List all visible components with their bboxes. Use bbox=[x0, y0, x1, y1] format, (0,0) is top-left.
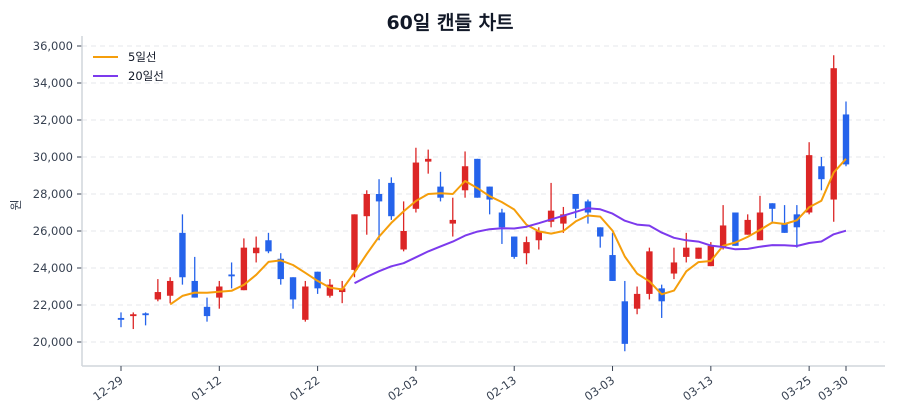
candle-body-down bbox=[609, 255, 616, 281]
candle-body-down bbox=[511, 236, 518, 257]
candle-body-down bbox=[277, 258, 284, 280]
candle-body-up bbox=[683, 247, 690, 257]
candle-body-up bbox=[633, 293, 641, 309]
candle-body-down bbox=[486, 186, 493, 200]
x-tick-label: 02-13 bbox=[484, 373, 519, 404]
candle-body-down bbox=[781, 223, 788, 233]
candle-body-up bbox=[412, 162, 420, 209]
y-tick-label: 32,000 bbox=[33, 113, 73, 127]
x-tick-label: 01-22 bbox=[287, 373, 322, 404]
candle-body-up bbox=[805, 155, 813, 213]
candle-body-up bbox=[351, 214, 358, 270]
y-tick-label: 34,000 bbox=[33, 76, 73, 90]
candle-body-up bbox=[363, 194, 370, 217]
candle-body-up bbox=[523, 242, 530, 254]
candle-body-up bbox=[695, 247, 702, 259]
candle-body-up bbox=[154, 292, 162, 300]
candle-body-up bbox=[560, 214, 567, 224]
x-tick-label: 03-25 bbox=[778, 373, 813, 404]
candle-body-down bbox=[142, 313, 149, 316]
x-tick-label: 03-13 bbox=[680, 373, 715, 404]
y-tick-label: 20,000 bbox=[33, 335, 73, 349]
ma5-line bbox=[169, 158, 847, 306]
candle-body-down bbox=[474, 158, 481, 198]
candle-body-down bbox=[179, 232, 186, 278]
y-tick-label: 26,000 bbox=[33, 224, 73, 238]
x-tick-label: 12-29 bbox=[90, 373, 125, 404]
candle-body-down bbox=[437, 186, 444, 198]
y-axis-label: 원 bbox=[9, 199, 23, 210]
candle-body-down bbox=[572, 194, 579, 209]
chart-title: 60일 캔들 차트 bbox=[386, 12, 514, 34]
candle-body-down bbox=[191, 280, 198, 298]
candle-body-down bbox=[289, 277, 297, 300]
x-tick-label: 02-03 bbox=[385, 373, 420, 404]
candle-body-down bbox=[498, 212, 506, 228]
candle-body-up bbox=[130, 314, 137, 317]
candle-body-up bbox=[830, 68, 837, 200]
candle-body-down bbox=[228, 274, 235, 277]
candle-body-up bbox=[252, 247, 260, 254]
candle-body-up bbox=[240, 247, 248, 291]
candle-body-up bbox=[326, 284, 334, 296]
candle-body-up bbox=[166, 280, 174, 296]
candle-body-down bbox=[597, 227, 604, 237]
legend-label: 20일선 bbox=[128, 69, 164, 83]
x-tick-label: 01-12 bbox=[189, 373, 224, 404]
candle-body-up bbox=[302, 286, 309, 320]
y-tick-label: 28,000 bbox=[33, 187, 73, 201]
candle-body-down bbox=[375, 194, 383, 202]
x-tick-label: 03-03 bbox=[582, 373, 617, 404]
candle-body-up bbox=[535, 231, 542, 241]
candle-body-down bbox=[265, 240, 272, 252]
candle-body-up bbox=[670, 262, 678, 274]
candle-body-up bbox=[756, 212, 764, 241]
candle-body-up bbox=[744, 219, 751, 235]
candle-body-down bbox=[842, 114, 850, 165]
candle-body-up bbox=[646, 251, 653, 294]
candle-body-up bbox=[719, 225, 727, 248]
candles-group bbox=[117, 55, 850, 352]
candle-body-up bbox=[425, 158, 432, 162]
candle-body-up bbox=[547, 210, 555, 222]
ma20-line bbox=[354, 207, 847, 285]
candle-body-up bbox=[707, 245, 715, 267]
y-tick-label: 36,000 bbox=[33, 39, 73, 53]
y-tick-label: 22,000 bbox=[33, 298, 73, 312]
candle-body-up bbox=[400, 231, 407, 250]
y-tick-label: 30,000 bbox=[33, 150, 73, 164]
candle-body-down bbox=[818, 166, 825, 180]
legend-label: 5일선 bbox=[128, 50, 156, 64]
y-tick-label: 24,000 bbox=[33, 261, 73, 275]
candle-body-up bbox=[449, 219, 456, 224]
candle-body-up bbox=[461, 166, 469, 191]
candle-body-down bbox=[584, 201, 592, 213]
candle-body-down bbox=[117, 317, 125, 320]
candle-body-down bbox=[769, 203, 776, 209]
candle-body-down bbox=[621, 301, 629, 344]
x-tick-label: 03-30 bbox=[815, 373, 850, 404]
candle-body-down bbox=[388, 182, 395, 217]
candle-body-down bbox=[203, 306, 211, 317]
candle-body-down bbox=[732, 212, 739, 246]
